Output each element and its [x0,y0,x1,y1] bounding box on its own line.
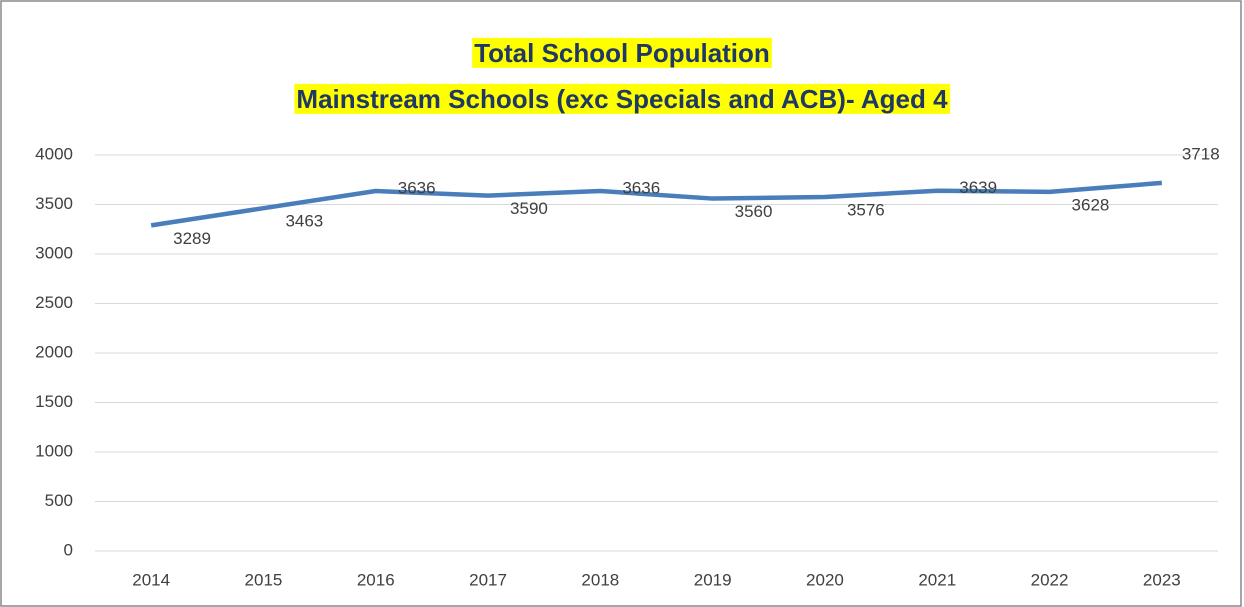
chart-title: Total School Population [474,38,770,68]
title-highlight [472,37,772,68]
x-tick-label: 2022 [1031,570,1069,589]
y-tick-label: 4000 [35,144,73,163]
y-tick-label: 1500 [35,392,73,411]
data-label: 3628 [1072,195,1110,214]
chart-subtitle: Mainstream Schools (exc Specials and ACB… [296,84,948,114]
y-tick-label: 3000 [35,243,73,262]
y-tick-label: 3500 [35,194,73,213]
y-tick-label: 1000 [35,441,73,460]
x-tick-label: 2021 [918,570,956,589]
data-label: 3576 [847,200,885,219]
data-label: 3289 [173,229,211,248]
y-tick-label: 500 [45,491,73,510]
x-tick-label: 2023 [1143,570,1181,589]
y-tick-label: 2000 [35,342,73,361]
data-label: 3560 [735,202,773,221]
data-label: 3639 [959,178,997,197]
data-label: 3636 [398,179,436,198]
x-tick-label: 2017 [469,570,507,589]
data-label: 3718 [1182,144,1220,163]
data-label: 3463 [285,212,323,231]
x-tick-label: 2019 [694,570,732,589]
data-label: 3590 [510,199,548,218]
x-tick-label: 2018 [581,570,619,589]
title-highlight [294,83,951,114]
x-tick-label: 2016 [357,570,395,589]
line-series [150,180,1163,228]
data-label: 3636 [622,179,660,198]
y-tick-label: 2500 [35,293,73,312]
y-tick-label: 0 [64,540,73,559]
x-tick-label: 2015 [245,570,283,589]
x-tick-label: 2020 [806,570,844,589]
x-tick-label: 2014 [132,570,170,589]
